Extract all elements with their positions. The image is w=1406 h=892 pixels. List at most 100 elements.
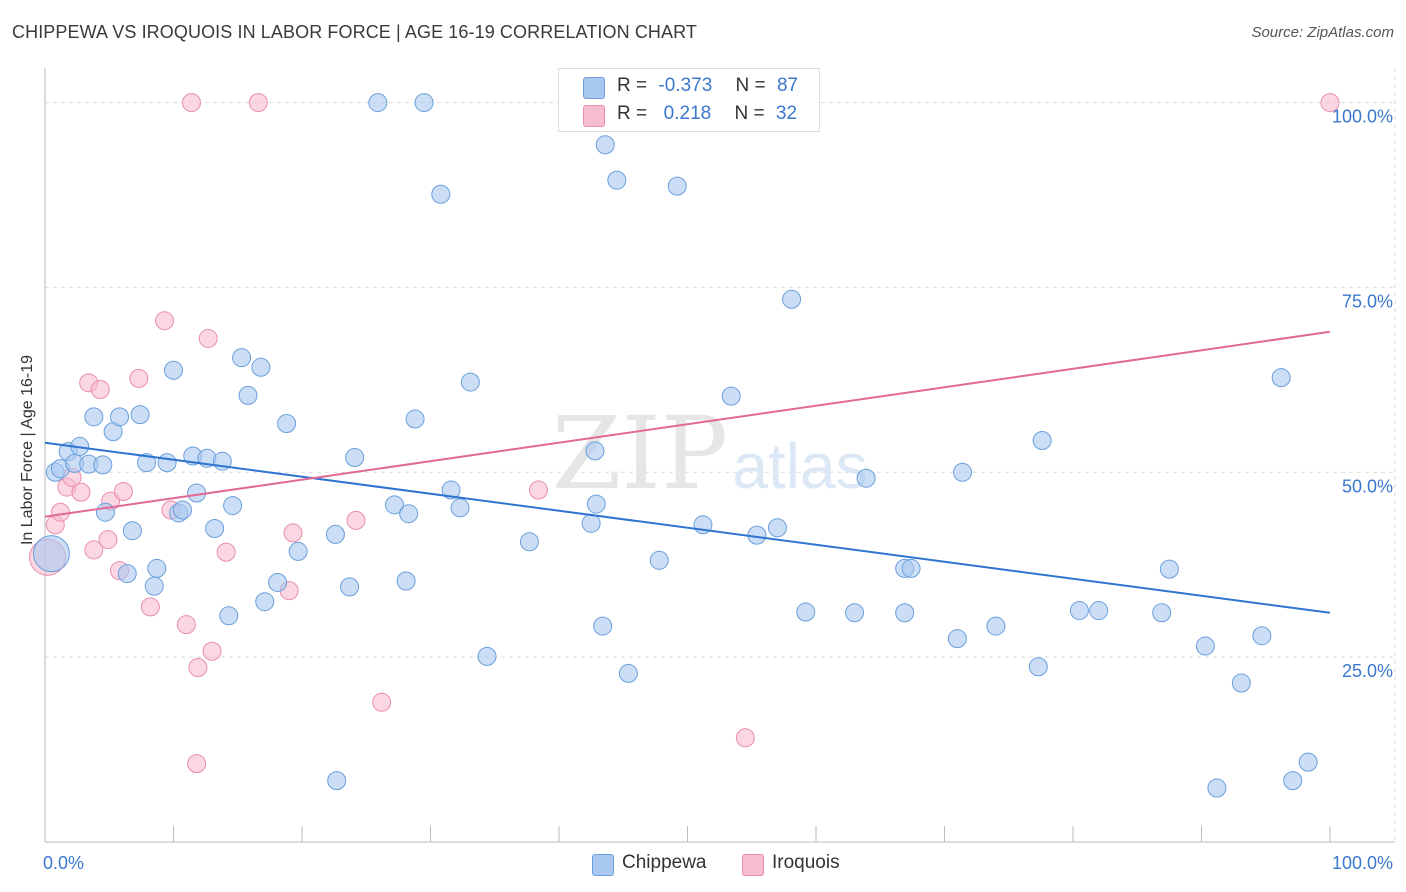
chippewa-point [796,602,816,622]
chippewa-point [895,603,915,623]
chippewa-point [144,576,164,596]
chippewa-point [385,495,405,515]
chippewa-point [1069,601,1089,621]
chippewa-point [399,504,419,524]
chippewa-point [130,405,150,425]
chippewa-point [219,606,239,626]
chippewa-point [164,360,183,380]
chippewa-point [110,407,130,427]
y-tick-label: 100.0% [1332,107,1393,127]
n-value: 32 [775,103,798,124]
chippewa-point [84,407,104,427]
chippewa-point [986,616,1006,636]
chippewa-point [122,521,142,541]
chippewa-point [1231,673,1251,693]
legend-row-text: R = -0.373 N = 87 [617,75,798,97]
legend-label: Chippewa [622,852,707,873]
chippewa-point [232,348,252,368]
chippewa-point [32,535,70,573]
watermark: ZIP atlas [552,395,868,512]
chippewa-point [147,558,167,578]
chippewa-point [845,603,865,623]
chippewa-point [288,541,308,561]
chippewa-point [205,518,225,538]
correlation-legend: R = -0.373 N = 87 R = 0.218 N = 32 [558,68,820,132]
chippewa-point [593,616,613,636]
chippewa-point [405,409,425,429]
iroquois-point [528,480,548,500]
chippewa-point [1283,771,1303,791]
chippewa-point [251,357,271,377]
chippewa-point [585,441,605,461]
chippewa-point [368,93,388,113]
legend-row-text: R = 0.218 N = 32 [617,103,797,125]
chippewa-point [450,498,470,518]
chippewa-point [1252,626,1272,646]
chippewa-point [1152,603,1172,623]
iroquois-swatch [583,105,605,127]
chippewa-point [268,572,288,592]
chippewa-point [172,500,192,520]
chippewa-point [137,453,157,473]
chippewa-point [595,135,615,155]
chippewa-point [721,386,741,406]
chippewa-point [952,462,972,482]
chippewa-point [1028,657,1048,677]
chippewa-point [519,532,539,552]
iroquois-point [187,754,207,774]
chippewa-point [581,513,601,533]
tick-labels: 25.0% 50.0% 75.0% 100.0% 0.0% 100.0% [43,107,1393,873]
chippewa-point [117,564,137,584]
n-label: N = [735,75,766,96]
chippewa-point [431,184,451,204]
iroquois-point [216,542,236,562]
iroquois-trend-line [44,330,1331,518]
chippewa-point [223,496,243,516]
chippewa-trend-line [44,441,1331,614]
iroquois-point [735,728,755,748]
iroquois-point [113,482,133,502]
n-label: N = [734,103,765,124]
r-label: R = [617,75,648,96]
chippewa-point [607,170,627,190]
r-label: R = [617,103,648,124]
chippewa-point [1159,559,1179,579]
chippewa-point [157,453,177,473]
iroquois-point [248,93,268,113]
legend-row-iroquois: R = 0.218 N = 32 [559,101,819,129]
chippewa-point [782,289,802,309]
r-value: 0.218 [658,103,712,124]
chippewa-point [667,176,687,196]
chippewa-point [1207,778,1227,798]
chippewa-point [477,646,497,666]
iroquois-point [181,93,201,113]
iroquois-point [140,597,160,617]
series-legend: Chippewa Iroquois [0,850,1406,880]
iroquois-point [1320,93,1340,113]
iroquois-point [155,311,175,331]
iroquois-point [84,540,104,560]
iroquois-swatch [742,854,764,876]
chippewa-point [340,577,360,597]
chippewa-point [345,448,365,467]
r-value: -0.373 [658,75,713,96]
iroquois-point [188,657,208,677]
chippewa-point [1089,601,1109,621]
iroquois-point [346,510,366,530]
chippewa-swatch [583,77,605,99]
chippewa-point [856,468,876,488]
chippewa-point [618,663,638,683]
n-value: 87 [776,75,799,96]
x-tick-label: 0.0% [43,853,84,873]
chippewa-point [901,558,921,578]
axes [44,68,1395,843]
iroquois-point [71,482,91,502]
iroquois-point [372,692,392,712]
y-tick-label: 25.0% [1342,661,1393,681]
trend-lines [44,330,1331,614]
y-axis-label: In Labor Force | Age 16-19 [19,354,36,546]
iroquois-point [283,523,303,543]
chippewa-point [238,385,258,405]
iroquois-point [50,502,70,522]
